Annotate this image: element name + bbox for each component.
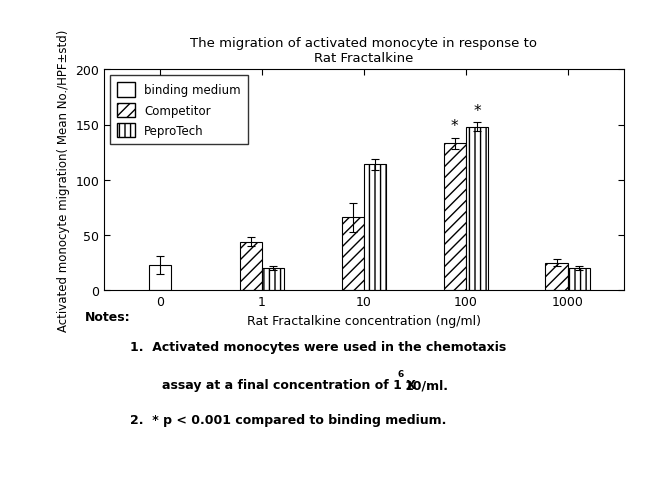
Bar bbox=[568, 269, 590, 291]
Text: Notes:: Notes: bbox=[84, 311, 130, 324]
Text: assay at a final concentration of 1 X: assay at a final concentration of 1 X bbox=[162, 378, 417, 391]
Bar bbox=[262, 269, 285, 291]
Text: 6: 6 bbox=[398, 369, 404, 378]
Text: *: * bbox=[451, 119, 458, 134]
Text: 1.  Activated monocytes were used in the chemotaxis: 1. Activated monocytes were used in the … bbox=[130, 341, 506, 354]
Bar bbox=[149, 265, 172, 291]
Text: 10/ml.: 10/ml. bbox=[405, 378, 449, 391]
Legend: binding medium, Competitor, PeproTech: binding medium, Competitor, PeproTech bbox=[110, 76, 248, 145]
Bar bbox=[443, 144, 466, 291]
Bar bbox=[466, 127, 488, 291]
Text: 2.  * p < 0.001 compared to binding medium.: 2. * p < 0.001 compared to binding mediu… bbox=[130, 413, 447, 426]
X-axis label: Rat Fractalkine concentration (ng/ml): Rat Fractalkine concentration (ng/ml) bbox=[247, 314, 481, 327]
Bar bbox=[341, 218, 364, 291]
Bar bbox=[364, 165, 387, 291]
Text: *: * bbox=[473, 104, 481, 119]
Bar bbox=[545, 263, 568, 291]
Title: The migration of activated monocyte in response to
Rat Fractalkine: The migration of activated monocyte in r… bbox=[190, 37, 538, 65]
Bar bbox=[240, 242, 262, 291]
Y-axis label: Activated monocyte migration( Mean No./HPF±std): Activated monocyte migration( Mean No./H… bbox=[57, 30, 70, 331]
